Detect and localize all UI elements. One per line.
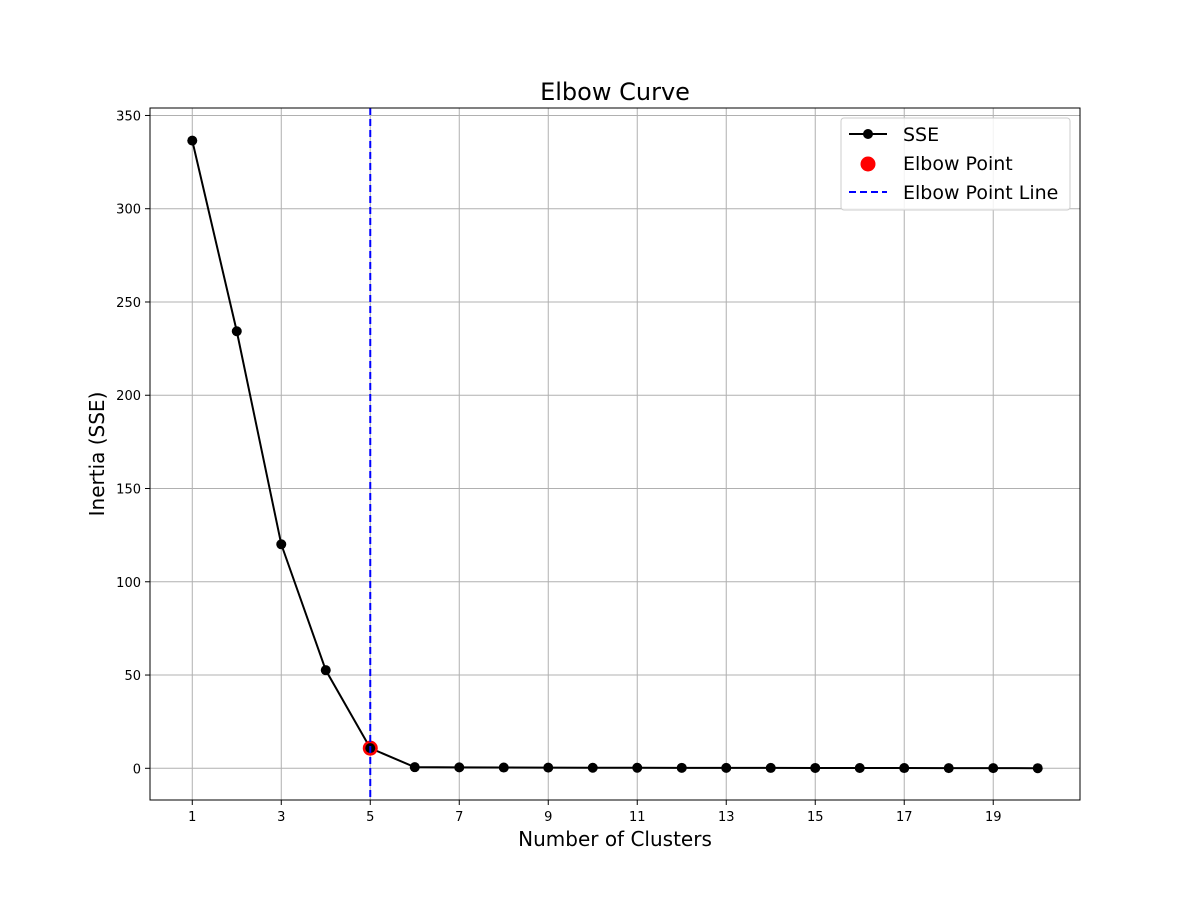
plot-frame	[149, 107, 1081, 801]
x-tick-label: 13	[718, 810, 735, 825]
legend-sse-marker	[863, 129, 873, 139]
y-tick-label: 250	[116, 296, 141, 311]
x-tick-label: 1	[188, 810, 196, 825]
sse-point	[320, 665, 331, 676]
legend-elbow-marker	[860, 156, 876, 172]
sse-point	[943, 763, 954, 774]
y-tick-label: 350	[116, 109, 141, 124]
sse-point	[632, 762, 643, 773]
x-tick-label: 9	[544, 810, 552, 825]
legend-box	[840, 117, 1071, 211]
y-tick-label: 150	[116, 483, 141, 498]
sse-point	[454, 762, 465, 773]
sse-point	[721, 762, 732, 773]
sse-point	[187, 135, 198, 146]
sse-point	[988, 763, 999, 774]
legend: SSE Elbow Point Elbow Point Line	[840, 117, 1071, 211]
y-tick-label: 0	[133, 762, 141, 777]
sse-point	[676, 762, 687, 773]
x-tick-label: 11	[629, 810, 646, 825]
x-axis-label: Number of Clusters	[518, 827, 712, 851]
plot-area	[150, 108, 1080, 800]
sse-point	[276, 539, 287, 550]
y-axis-label: Inertia (SSE)	[85, 392, 109, 517]
x-tick-label: 17	[896, 810, 913, 825]
sse-point	[543, 762, 554, 773]
legend-elbow-line-label: Elbow Point Line	[903, 182, 1058, 204]
chart-title: Elbow Curve	[540, 78, 690, 106]
x-tick-label: 3	[277, 810, 285, 825]
sse-point	[498, 762, 509, 773]
x-tick-label: 15	[807, 810, 824, 825]
y-tick-label: 200	[116, 389, 141, 404]
legend-elbow-label: Elbow Point	[903, 153, 1013, 175]
y-tick-label: 300	[116, 203, 141, 218]
sse-point	[587, 762, 598, 773]
x-tick-label: 7	[455, 810, 463, 825]
sse-point	[854, 763, 865, 774]
y-tick-label: 100	[116, 576, 141, 591]
legend-sse-label: SSE	[903, 124, 939, 146]
x-tick-label: 19	[985, 810, 1002, 825]
series-layer	[187, 108, 1043, 800]
sse-point	[1032, 763, 1043, 774]
y-tick-label: 50	[124, 669, 141, 684]
x-tick-label: 5	[366, 810, 374, 825]
sse-line	[191, 140, 1038, 770]
sse-point	[765, 762, 776, 773]
sse-point	[899, 763, 910, 774]
sse-point	[810, 762, 821, 773]
sse-point	[409, 762, 420, 773]
sse-point	[231, 326, 242, 337]
